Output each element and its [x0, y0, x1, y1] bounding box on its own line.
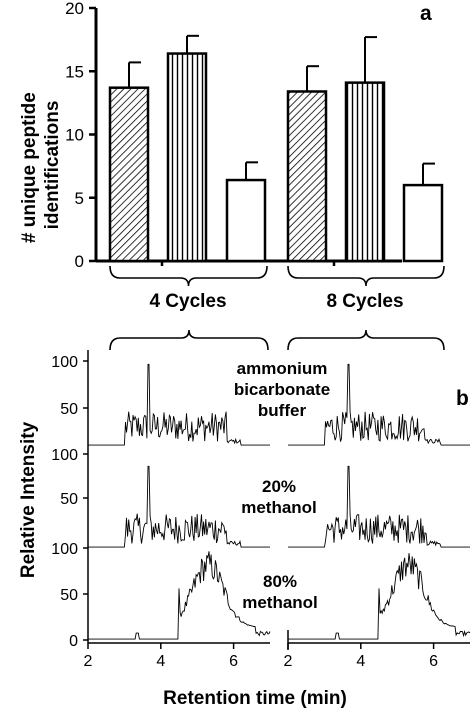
panel-a-y-tick-label: 15	[65, 62, 84, 81]
panel-b-y-tick-label: 100	[51, 541, 78, 558]
panel-b-y-tick-label: 50	[60, 401, 78, 418]
group-label-4-cycles: 4 Cycles	[149, 291, 226, 312]
panel-a-bar	[225, 178, 267, 263]
panel-a-y-tick-label: 0	[75, 252, 84, 271]
panel-b-y-tick-label: 100	[51, 447, 78, 464]
panel-b-row-label-line: 20%	[262, 477, 296, 496]
group-brace	[109, 265, 268, 287]
chromatogram-trace	[88, 551, 271, 640]
panel-b-x-axis-title: Retention time (min)	[163, 688, 347, 709]
panel-a-bar	[402, 183, 444, 263]
panel-a-y-axis-title-line2: identifications	[42, 101, 63, 230]
group-brace	[287, 329, 445, 351]
panel-b-y-tick-label: 50	[60, 491, 78, 508]
panel-b-y-tick-label: 0	[69, 633, 78, 650]
group-label-8-cycles: 8 Cycles	[326, 291, 403, 312]
chromatogram-trace	[288, 465, 470, 548]
panel-a-bar	[166, 52, 208, 263]
panel-b-row-label: 20% methanol	[241, 477, 317, 517]
group-brace	[109, 329, 269, 351]
panel-a-bar	[286, 90, 328, 263]
panel-a-label: a	[420, 2, 432, 25]
panel-b-row-label: ammonium bicarbonate buffer	[234, 359, 330, 420]
panel-a-y-tick-label: 5	[75, 189, 84, 208]
panel-b-row-label: 80% methanol	[242, 572, 318, 612]
panel-b-row-label-line: methanol	[241, 498, 317, 517]
panel-a-bars	[108, 34, 444, 263]
panel-b-row-label-line: buffer	[258, 401, 307, 420]
panel-a-bar	[108, 86, 150, 263]
panel-a-y-tick-label: 10	[65, 126, 84, 145]
chromatogram-trace	[288, 553, 471, 640]
panel-a-y-axis-title-line1: # unique peptide	[19, 92, 40, 243]
panel-b-y-axis-title: Relative Intensity	[18, 421, 39, 578]
panel-a-y-tick-label: 20	[65, 0, 84, 18]
panel-b-x-tick-label: 4	[356, 653, 365, 670]
panel-b-x-tick-label: 6	[429, 653, 438, 670]
panel-b: b Relative Intensity Retention time (min…	[18, 350, 471, 709]
panel-b-x-tick-label: 4	[156, 653, 165, 670]
chromatogram-trace	[288, 363, 470, 446]
panel-a-y-axis-title: # unique peptide identifications	[19, 87, 63, 243]
panel-a-bar	[344, 81, 386, 263]
panel-b-y-tick-label: 100	[51, 354, 78, 371]
panel-a-group-labels: 4 Cycles 8 Cycles	[109, 265, 445, 351]
chromatogram-trace	[88, 465, 270, 548]
panel-b-row-label-line: methanol	[242, 593, 318, 612]
panel-b-label: b	[456, 387, 469, 410]
chromatogram-trace	[88, 363, 270, 446]
panel-a: a # unique peptide identifications 0 5 10 1…	[19, 0, 445, 351]
panel-b-row-label-line: 80%	[263, 572, 297, 591]
panel-b-x-tick-label: 2	[84, 653, 93, 670]
panel-b-row-label-line: bicarbonate	[234, 380, 330, 399]
panel-b-row-label-line: ammonium	[237, 359, 328, 378]
panel-b-x-tick-label: 2	[284, 653, 293, 670]
panel-b-y-tick-label: 50	[60, 587, 78, 604]
panel-b-traces	[88, 363, 471, 640]
panel-b-x-tick-label: 6	[229, 653, 238, 670]
group-brace	[287, 265, 445, 287]
panel-b-row-labels: ammonium bicarbonate buffer 20% methanol 80% m…	[234, 359, 330, 612]
